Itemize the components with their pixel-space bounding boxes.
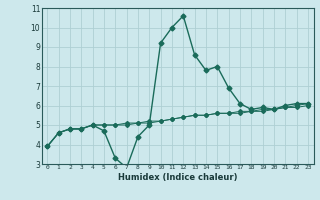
X-axis label: Humidex (Indice chaleur): Humidex (Indice chaleur) — [118, 173, 237, 182]
